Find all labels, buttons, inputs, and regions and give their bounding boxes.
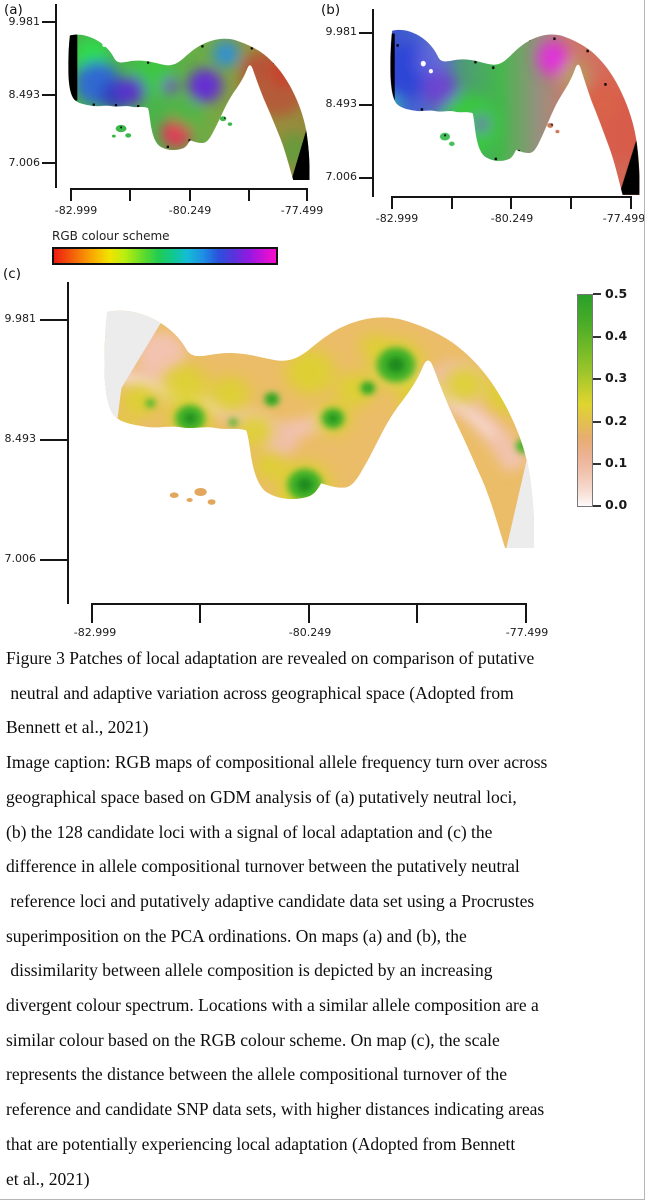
panel-c-x-label: -80.249: [288, 626, 332, 639]
caption-line: Image caption: RGB maps of compositional…: [6, 752, 548, 773]
panel-a-x-tick: [70, 188, 72, 201]
panel-b-x-label: -82.999: [375, 212, 419, 225]
panel-b-landmass: [390, 29, 640, 195]
panel-a-y-label: 7.006: [8, 156, 41, 169]
distance-colorbar: [577, 294, 593, 507]
panel-c-x-tick: [91, 603, 93, 623]
panel-c-y-label: 7.006: [4, 552, 37, 565]
colorbar-label: 0.2: [605, 413, 628, 428]
panel-c-y-axis: [67, 282, 69, 604]
panel-c-landmass: [104, 310, 535, 548]
caption-line: dissimilarity between allele composition…: [6, 960, 493, 981]
caption-line: similar colour based on the RGB colour s…: [6, 1029, 500, 1050]
panel-b-nodata-west: [390, 33, 395, 104]
caption-line: difference in allele compositional turno…: [6, 856, 520, 877]
panel-a-y-tick: [42, 162, 56, 164]
panel-b-label: (b): [321, 2, 341, 18]
colorbar-tick: [593, 463, 601, 465]
panel-a-x-label: -80.249: [168, 204, 212, 217]
colorbar-tick: [593, 378, 601, 380]
panel-a-y-tick: [42, 94, 56, 96]
panel-b-y-tick: [359, 177, 373, 179]
caption-line: Bennett et al., 2021): [6, 717, 149, 738]
colorbar-label: 0.4: [605, 328, 628, 343]
panel-a-x-label: -82.999: [54, 204, 98, 217]
panel-c-y-tick: [40, 559, 67, 561]
rgb-scheme-gradient-bar: [52, 247, 278, 265]
panel-c-x-tick: [308, 603, 310, 623]
colorbar-tick: [593, 505, 601, 507]
panel-b-x-tick: [630, 196, 632, 209]
panel-a-x-tick: [248, 188, 250, 201]
panel-c-x-tick: [416, 603, 418, 623]
panel-a-map: [68, 34, 310, 180]
panel-b-y-tick: [359, 104, 373, 106]
panel-b-x-label: -77.499: [602, 212, 645, 225]
rgb-scheme-label: RGB colour scheme: [52, 229, 170, 243]
caption-line: geographical space based on GDM analysis…: [6, 786, 517, 807]
caption-line: (b) the 128 candidate loci with a signal…: [6, 821, 493, 842]
panel-c-islands: [169, 488, 216, 505]
caption-line: reference loci and putatively adaptive c…: [6, 890, 535, 911]
panel-b-y-axis: [372, 9, 374, 197]
panel-a-y-label: 9.981: [8, 15, 41, 28]
panel-b-x-tick: [570, 196, 572, 209]
caption-line: reference and candidate SNP data sets, w…: [6, 1099, 545, 1120]
colorbar-label: 0.1: [605, 455, 628, 470]
panel-b-x-tick: [451, 196, 453, 209]
caption-line: Figure 3 Patches of local adaptation are…: [6, 648, 535, 668]
panel-a-islands: [111, 116, 233, 138]
caption-line: that are potentially experiencing local …: [6, 1133, 516, 1154]
panel-c-label: (c): [3, 266, 21, 282]
caption-line: et al., 2021): [6, 1168, 90, 1189]
caption-line: represents the distance between the alle…: [6, 1064, 507, 1085]
panel-a-x-tick: [306, 188, 308, 201]
panel-c-x-tick: [199, 603, 201, 623]
panel-c-y-tick: [40, 439, 67, 441]
panel-c-nodata-west: [104, 310, 170, 440]
panel-c-map: [104, 310, 535, 548]
panel-b-x-tick: [391, 196, 393, 209]
panel-c-salmon-dot: [409, 432, 416, 438]
panel-b-y-label: 9.981: [325, 25, 358, 38]
panel-b-x-label: -80.249: [490, 212, 534, 225]
panel-c-y-label: 9.981: [4, 312, 37, 325]
panel-b-y-label: 8.493: [325, 97, 358, 110]
caption-line: superimposition on the PCA ordinations. …: [6, 925, 467, 946]
caption-line: divergent colour spectrum. Locations wit…: [6, 995, 539, 1016]
panel-a-y-tick: [42, 21, 56, 23]
panel-b-y-label: 7.006: [325, 170, 358, 183]
panel-c-x-label: -82.999: [73, 626, 117, 639]
colorbar-tick: [593, 293, 601, 295]
panel-c-y-tick: [40, 319, 67, 321]
panel-a-x-tick: [189, 188, 191, 201]
panel-a-label: (a): [4, 2, 23, 18]
panel-b-islands: [439, 122, 560, 147]
colorbar-label: 0.3: [605, 370, 628, 385]
panel-a-x-tick: [129, 188, 131, 201]
panel-b-coast-holes: [420, 60, 433, 74]
panel-a-y-label: 8.493: [8, 88, 41, 101]
panel-a-nodata-west: [68, 34, 78, 101]
panel-c-x-label: -77.499: [505, 626, 549, 639]
panel-c-x-tick: [525, 603, 527, 623]
caption-line: neutral and adaptive variation across ge…: [6, 682, 514, 703]
panel-b-map: [390, 29, 640, 195]
panel-a-y-axis: [55, 4, 57, 188]
panel-b-y-tick: [359, 32, 373, 34]
colorbar-label: 0.0: [605, 497, 628, 512]
colorbar-label: 0.5: [605, 286, 628, 301]
figure-caption: Figure 3 Patches of local adaptation are…: [6, 641, 642, 1196]
panel-c-y-label: 8.493: [4, 432, 37, 445]
panel-b-x-tick: [510, 196, 512, 209]
panel-a-x-label: -77.499: [280, 204, 324, 217]
colorbar-tick: [593, 421, 601, 423]
colorbar-tick: [593, 336, 601, 338]
panel-a-color-blobs: [74, 37, 310, 168]
panel-a-landmass: [68, 34, 310, 180]
